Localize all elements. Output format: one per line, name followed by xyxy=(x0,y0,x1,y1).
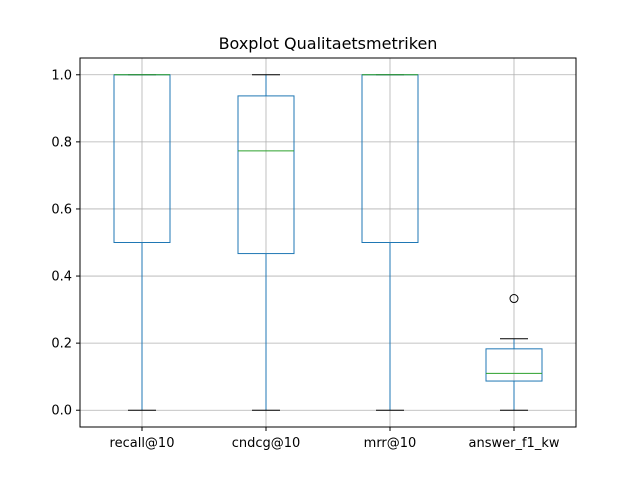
outlier-point xyxy=(509,294,519,304)
y-tick-label: 0.2 xyxy=(51,337,72,352)
y-tick-label: 0.0 xyxy=(51,404,72,419)
y-tick-label: 1.0 xyxy=(51,68,72,83)
box-group xyxy=(237,74,295,411)
y-tick-label: 0.6 xyxy=(51,202,72,217)
chart-title: Boxplot Qualitaetsmetriken xyxy=(219,34,438,53)
plot-frame xyxy=(79,57,577,428)
box-group xyxy=(113,74,171,411)
x-tick-label: recall@10 xyxy=(110,436,175,451)
x-tick-label: mrr@10 xyxy=(364,436,417,451)
box-layer xyxy=(113,74,543,411)
box-iqr xyxy=(237,95,295,255)
x-tick-label: cndcg@10 xyxy=(232,436,301,451)
box-group xyxy=(361,74,419,411)
box-group xyxy=(485,294,543,411)
axis-layer: 0.0 0.2 0.4 0.6 0.8 1.0 recall@10 cndcg@10 mrr@1… xyxy=(51,68,560,451)
x-tick-label: answer_f1_kw xyxy=(469,436,560,451)
box-iqr xyxy=(485,348,543,382)
y-tick-label: 0.8 xyxy=(51,135,72,150)
y-tick-label: 0.4 xyxy=(51,270,72,285)
